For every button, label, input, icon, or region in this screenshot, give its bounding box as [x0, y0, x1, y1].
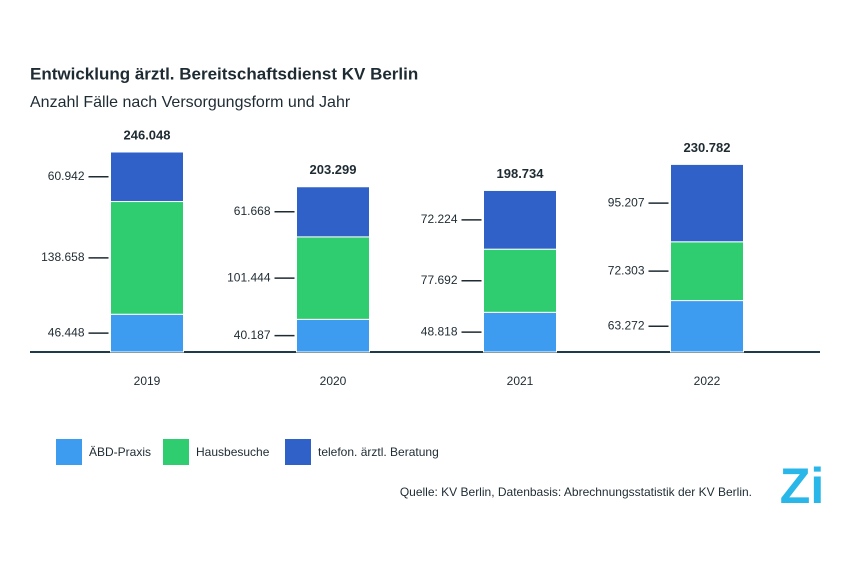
logo: Zi — [780, 458, 824, 514]
legend-swatch — [163, 439, 189, 465]
total-label: 246.048 — [124, 127, 171, 142]
x-tick-label: 2021 — [507, 374, 534, 388]
legend-label: telefon. ärztl. Beratung — [318, 445, 439, 459]
segment-label: 46.448 — [48, 325, 85, 339]
bar-segment — [670, 163, 744, 243]
bar-segment — [483, 311, 557, 353]
segment-label: 61.668 — [234, 204, 271, 218]
bar-segment — [670, 300, 744, 353]
segment-label: 95.207 — [608, 195, 645, 209]
bar-segment — [483, 248, 557, 313]
bar-segment — [296, 236, 370, 320]
segment-label: 40.187 — [234, 328, 271, 342]
legend-swatch — [285, 439, 311, 465]
bar-segment — [110, 151, 184, 203]
legend-label: Hausbesuche — [196, 445, 270, 459]
bar-segment — [296, 186, 370, 238]
segment-label: 138.658 — [41, 250, 85, 264]
source: Quelle: KV Berlin, Datenbasis: Abrechnun… — [400, 485, 752, 499]
bar-segment — [483, 189, 557, 250]
segment-label: 101.444 — [227, 270, 271, 284]
total-label: 198.734 — [497, 166, 545, 181]
chart-title: Entwicklung ärztl. Bereitschaftsdienst K… — [30, 64, 418, 83]
segment-label: 77.692 — [421, 273, 458, 287]
bar-segment — [110, 313, 184, 353]
x-tick-label: 2019 — [134, 374, 161, 388]
legend-swatch — [56, 439, 82, 465]
segment-label: 60.942 — [48, 169, 85, 183]
total-label: 230.782 — [684, 140, 731, 155]
bar-segment — [296, 318, 370, 353]
x-tick-label: 2022 — [694, 374, 721, 388]
bar-segment — [110, 201, 184, 315]
segment-label: 72.303 — [608, 263, 645, 277]
bar-segment — [670, 241, 744, 302]
segment-label: 63.272 — [608, 318, 645, 332]
total-label: 203.299 — [310, 162, 357, 177]
segment-label: 48.818 — [421, 324, 458, 338]
legend-label: ÄBD-Praxis — [89, 445, 151, 459]
segment-label: 72.224 — [421, 212, 458, 226]
x-tick-label: 2020 — [320, 374, 347, 388]
chart-subtitle: Anzahl Fälle nach Versorgungsform und Ja… — [30, 94, 351, 111]
